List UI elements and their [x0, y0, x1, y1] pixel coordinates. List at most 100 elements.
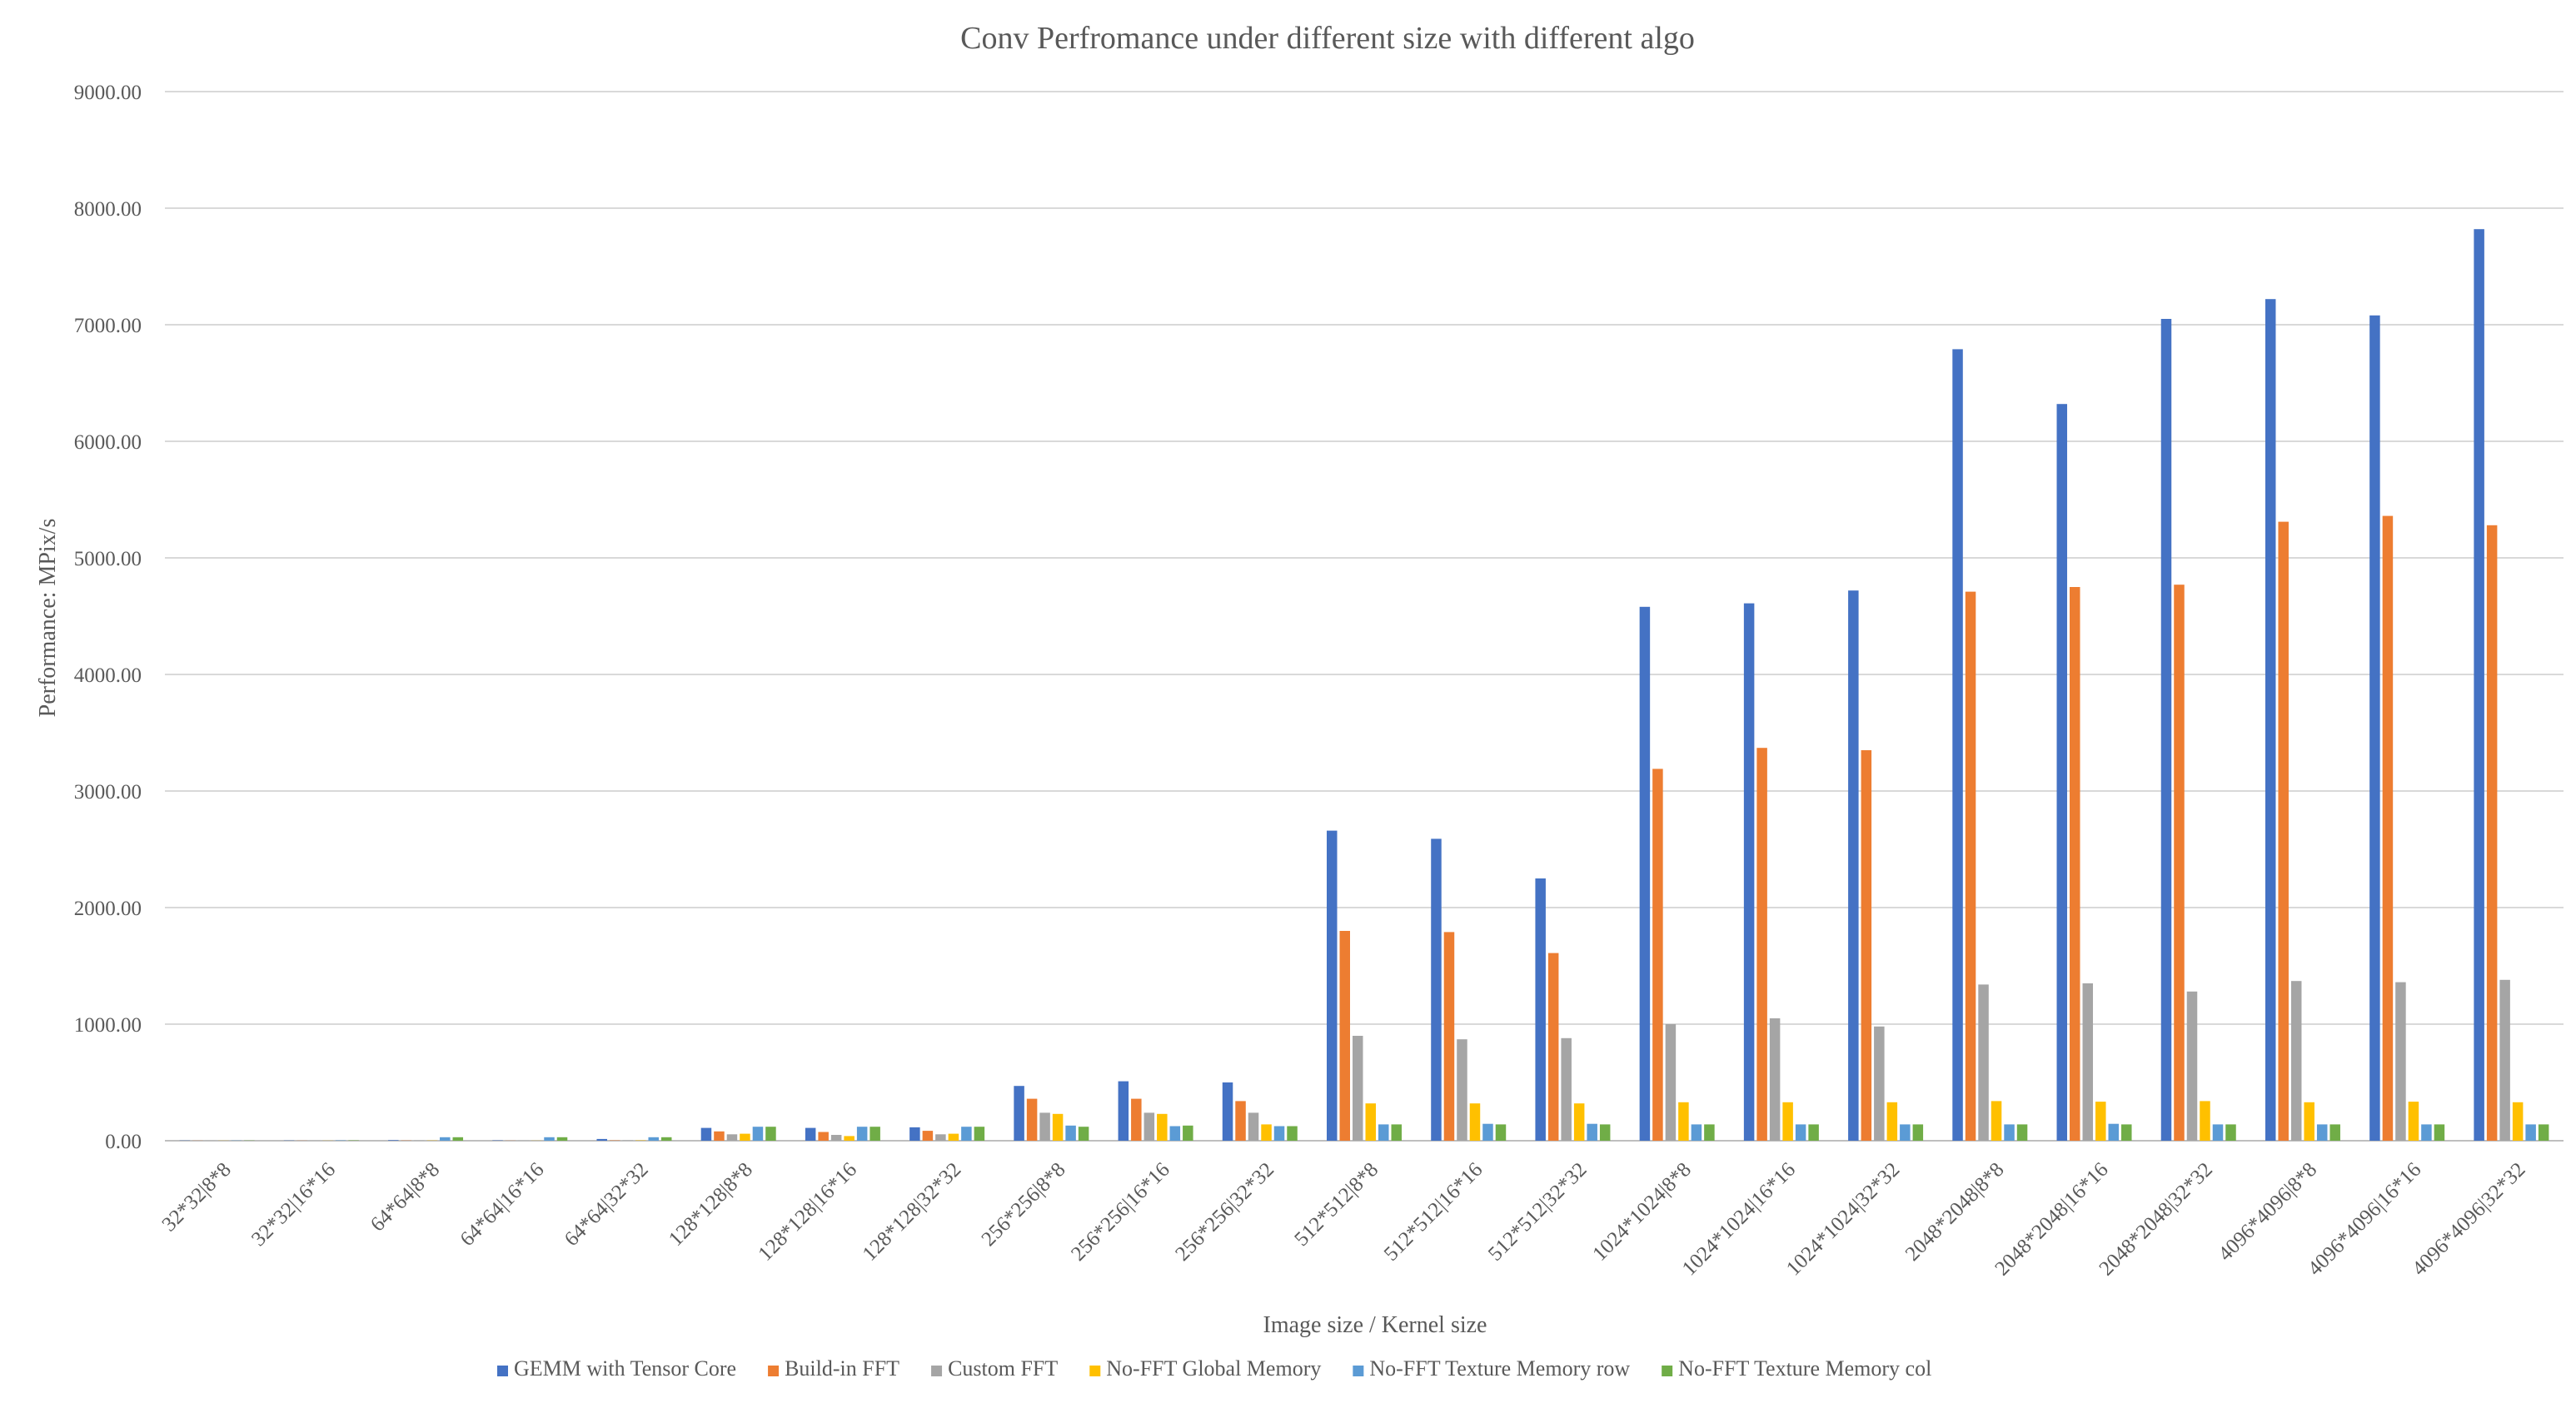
bar: [700, 1127, 712, 1141]
bar: [388, 1140, 399, 1141]
bar: [1886, 1102, 1898, 1141]
bar: [2004, 1124, 2015, 1141]
bar: [818, 1132, 829, 1141]
y-tick-label: 9000.00: [74, 82, 142, 104]
bar: [1808, 1124, 1819, 1141]
bar: [2329, 1124, 2340, 1141]
bar: [2525, 1124, 2536, 1141]
legend-swatch: [1089, 1366, 1101, 1376]
bar: [1874, 1026, 1885, 1141]
bar: [1118, 1081, 1129, 1141]
y-tick-label: 0.00: [105, 1131, 142, 1153]
bar: [1431, 838, 1442, 1141]
bar: [2016, 1124, 2028, 1141]
legend-swatch: [931, 1366, 943, 1376]
bar: [2304, 1102, 2314, 1141]
y-tick-label: 1000.00: [74, 1014, 142, 1037]
bar: [1169, 1126, 1181, 1141]
bar: [1639, 606, 1651, 1141]
bar: [440, 1137, 451, 1141]
bar: [1678, 1102, 1689, 1141]
bar: [1743, 603, 1755, 1141]
bar: [740, 1133, 750, 1141]
x-tick-label: 512*512|8*8: [1290, 1158, 1383, 1251]
bar: [2082, 983, 2094, 1141]
x-tick-label: 128*128|16*16: [754, 1158, 861, 1266]
bar: [1665, 1024, 1677, 1141]
y-axis-tick-labels: 0.00 1000.00 2000.00 3000.00 4000.00 5000.00 6…: [74, 82, 142, 1153]
x-tick-label: 64*64|16*16: [456, 1158, 549, 1251]
bar: [1978, 984, 1989, 1141]
bar: [2225, 1124, 2236, 1141]
bar: [1353, 1036, 1363, 1141]
bar: [1587, 1123, 1597, 1141]
bar: [1652, 769, 1663, 1141]
bar: [961, 1127, 972, 1141]
bar: [1952, 349, 1963, 1141]
bar: [1131, 1098, 1142, 1141]
bar: [714, 1131, 725, 1141]
bar: [2382, 515, 2394, 1141]
x-tick-label: 128*128|8*8: [665, 1158, 757, 1251]
legend: GEMM with Tensor Core Build-in FFT Custom …: [497, 1356, 1931, 1381]
x-tick-label: 1024*1024|8*8: [1588, 1158, 1696, 1266]
bar: [452, 1137, 464, 1141]
y-tick-label: 8000.00: [74, 198, 142, 221]
bar: [1782, 1102, 1793, 1141]
bar: [1078, 1127, 1089, 1141]
x-tick-label: 4096*4096|8*8: [2215, 1158, 2322, 1266]
legend-swatch: [497, 1366, 508, 1376]
x-tick-label: 64*64|8*8: [366, 1158, 444, 1236]
x-tick-label: 64*64|32*32: [561, 1158, 653, 1251]
x-tick-label: 512*512|16*16: [1380, 1158, 1487, 1266]
bar: [869, 1127, 880, 1141]
bar: [544, 1137, 555, 1141]
bar: [2070, 587, 2080, 1141]
bar: [2434, 1124, 2445, 1141]
bar: [660, 1137, 672, 1141]
bar: [556, 1137, 568, 1141]
bar: [2186, 991, 2198, 1141]
x-axis-tick-labels: 32*32|8*8 32*32|16*16 64*64|8*8 64*64|16*16…: [157, 1158, 2529, 1280]
bar: [1482, 1123, 1493, 1141]
legend-label: Build-in FFT: [785, 1356, 899, 1381]
bar: [1222, 1082, 1233, 1141]
bar: [2421, 1124, 2432, 1141]
bar: [1599, 1124, 1611, 1141]
bar: [648, 1137, 659, 1141]
bar: [1912, 1124, 1924, 1141]
bar: [2278, 521, 2289, 1141]
y-axis-title: Performance: MPix/s: [35, 519, 61, 718]
bar: [1248, 1112, 1259, 1141]
bar: [2121, 1124, 2132, 1141]
bar: [1443, 932, 1455, 1141]
legend-swatch: [1353, 1366, 1364, 1376]
bar: [1900, 1124, 1911, 1141]
x-tick-label: 2048*2048|16*16: [1991, 1158, 2112, 1280]
bar: [2108, 1123, 2120, 1141]
bar: [1014, 1086, 1024, 1141]
bar: [765, 1127, 776, 1141]
bar: [2538, 1124, 2549, 1141]
bar: [1026, 1098, 1038, 1141]
bar: [726, 1134, 738, 1141]
legend-label: No-FFT Texture Memory col: [1678, 1356, 1931, 1381]
bar: [2474, 229, 2484, 1142]
bar: [1848, 590, 1859, 1141]
y-tick-label: 5000.00: [74, 548, 142, 570]
bar: [1495, 1124, 1507, 1141]
bar: [2160, 319, 2172, 1141]
bar: [1183, 1125, 1193, 1141]
y-tick-label: 7000.00: [74, 315, 142, 337]
bar: [2395, 982, 2406, 1141]
bar: [1769, 1018, 1781, 1141]
gridlines: [165, 91, 2564, 1142]
bar: [1457, 1039, 1467, 1141]
bar: [2512, 1102, 2524, 1141]
bar: [2408, 1102, 2419, 1141]
legend-label: GEMM with Tensor Core: [514, 1356, 736, 1381]
bar: [2095, 1102, 2106, 1141]
x-tick-label: 2048*2048|8*8: [1901, 1158, 2009, 1266]
x-tick-label: 256*256|8*8: [978, 1158, 1070, 1251]
